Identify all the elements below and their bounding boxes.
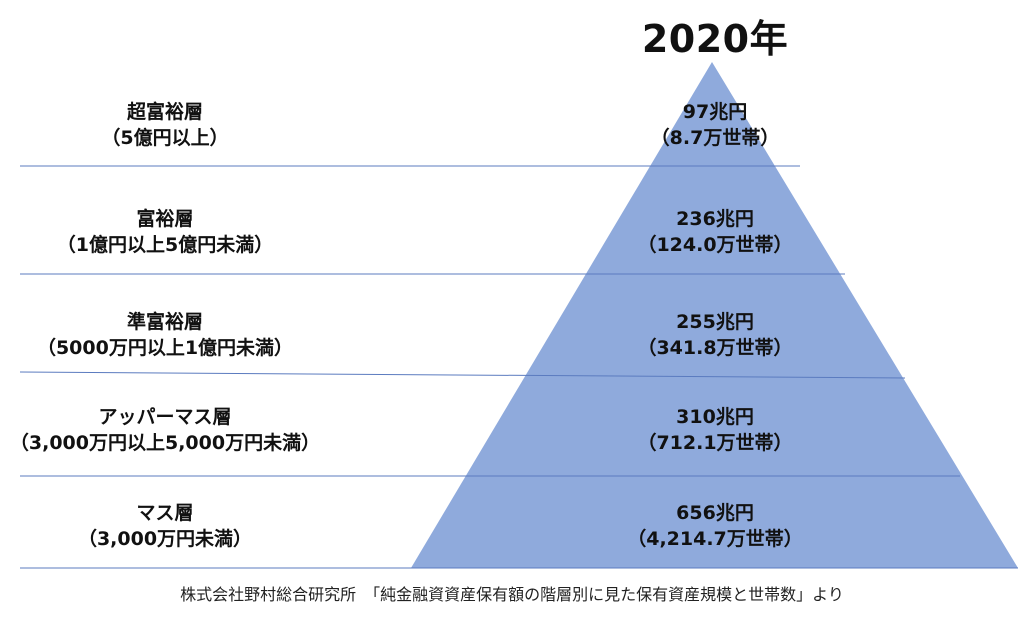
tier-label-mass: マス層 （3,000万円未満） bbox=[0, 500, 330, 552]
tier-value-ultra-wealthy: 97兆円 （8.7万世帯） bbox=[600, 99, 830, 151]
tier-label-wealthy: 富裕層 （1億円以上5億円未満） bbox=[0, 206, 330, 258]
tier-range: （3,000万円以上5,000万円未満） bbox=[9, 432, 321, 454]
tier-households: （4,214.7万世帯） bbox=[627, 528, 803, 550]
tier-households: （8.7万世帯） bbox=[650, 127, 780, 149]
source-note: 株式会社野村総合研究所 「純金融資資産保有額の階層別に見た保有資産規模と世帯数」… bbox=[180, 585, 844, 604]
tier-label-ultra-wealthy: 超富裕層 （5億円以上） bbox=[0, 99, 330, 151]
tier-name: 準富裕層 bbox=[126, 311, 203, 333]
tier-value-mass: 656兆円 （4,214.7万世帯） bbox=[600, 500, 830, 552]
tier-range: （5億円以上） bbox=[101, 127, 229, 149]
tier-value-upper-mass: 310兆円 （712.1万世帯） bbox=[600, 404, 830, 456]
tier-households: （712.1万世帯） bbox=[637, 432, 793, 454]
diagram-title: 2020年 bbox=[641, 17, 789, 61]
tier-divider bbox=[19, 371, 906, 379]
tier-value-semi-wealthy: 255兆円 （341.8万世帯） bbox=[600, 309, 830, 361]
pyramid-shape bbox=[411, 62, 1018, 568]
tier-name: 富裕層 bbox=[136, 208, 194, 230]
tier-range: （3,000万円未満） bbox=[77, 528, 253, 550]
tier-assets: 97兆円 bbox=[682, 101, 748, 123]
tier-range: （1億円以上5億円未満） bbox=[56, 234, 274, 256]
tier-name: 超富裕層 bbox=[126, 101, 203, 123]
tier-label-semi-wealthy: 準富裕層 （5000万円以上1億円未満） bbox=[0, 309, 330, 361]
tier-name: アッパーマス層 bbox=[98, 406, 232, 428]
tier-name: マス層 bbox=[136, 502, 194, 524]
tier-assets: 310兆円 bbox=[676, 406, 754, 428]
tier-households: （124.0万世帯） bbox=[637, 234, 793, 256]
tier-label-upper-mass: アッパーマス層 （3,000万円以上5,000万円未満） bbox=[0, 404, 330, 456]
tier-assets: 236兆円 bbox=[676, 208, 754, 230]
tier-assets: 255兆円 bbox=[676, 311, 754, 333]
tier-assets: 656兆円 bbox=[676, 502, 754, 524]
tier-value-wealthy: 236兆円 （124.0万世帯） bbox=[600, 206, 830, 258]
tier-range: （5000万円以上1億円未満） bbox=[36, 337, 294, 359]
tier-households: （341.8万世帯） bbox=[637, 337, 793, 359]
